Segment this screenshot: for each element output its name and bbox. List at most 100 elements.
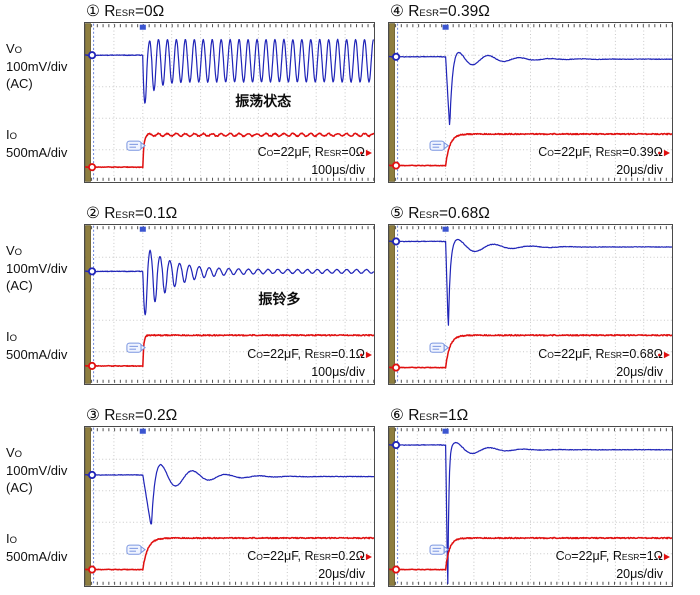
panel-title: ⑥ RESR=1Ω <box>388 406 673 426</box>
resr-value: =0.1Ω <box>134 205 178 222</box>
io-axis-label: IO 500mA/div <box>6 531 68 564</box>
io-axis-label: IO 500mA/div <box>6 127 68 160</box>
trigger-badge <box>126 342 142 353</box>
grid <box>85 427 374 586</box>
trigger-badge-tail <box>443 545 450 554</box>
ch1-level-marker-icon <box>88 51 97 60</box>
trigger-badge <box>429 140 445 151</box>
trace-vo <box>389 441 672 585</box>
trigger-marker-icon <box>139 428 146 434</box>
olive-bar <box>85 427 91 586</box>
axis-label-column: VO 100mV/div (AC) IO 500mA/div <box>0 204 84 385</box>
resr-value: =1Ω <box>438 407 469 424</box>
trace-io <box>389 132 672 167</box>
resr-value: =0.2Ω <box>134 407 178 424</box>
trigger-badge-tail <box>443 141 450 150</box>
axis-label-column: VO 100mV/div (AC) IO 500mA/div <box>0 406 84 587</box>
trace-io <box>389 333 672 369</box>
panel-title: ① RESR=0Ω <box>84 2 375 22</box>
panel-number: ④ <box>390 3 404 20</box>
trigger-marker-icon <box>139 24 146 30</box>
resr-label: R <box>104 205 116 222</box>
olive-bar <box>389 225 395 384</box>
trigger-badge-tail <box>140 545 146 554</box>
panel-title: ④ RESR=0.39Ω <box>388 2 673 22</box>
resr-subscript: ESR <box>419 210 439 221</box>
scope-panel: 振荡状态 CO=22μF, RESR=0Ω 100μs/div <box>84 22 375 183</box>
figure-row-2: VO 100mV/div (AC) IO 500mA/div ② RESR=0.… <box>0 204 700 385</box>
panel-title: ③ RESR=0.2Ω <box>84 406 375 426</box>
olive-bar <box>85 225 91 384</box>
resr-label: R <box>408 407 420 424</box>
condition-block: CO=22μF, RESR=1Ω 20μs/div <box>556 547 663 585</box>
timebase-text: 20μs/div <box>616 365 663 380</box>
right-level-marker-dot <box>360 353 363 357</box>
trigger-badge <box>429 342 445 353</box>
panel-slot: ④ RESR=0.39Ω CO=22μF, RESR=0.39Ω 20μs/di… <box>388 2 673 183</box>
ch2-level-marker-icon <box>88 565 97 574</box>
right-level-marker-icon <box>663 351 670 359</box>
ch1-level-marker-icon <box>392 52 401 61</box>
condition-text: CO=22μF, RESR=0.39Ω <box>538 144 663 159</box>
right-level-marker-icon <box>663 553 670 561</box>
ch2-level-marker-icon <box>392 161 401 170</box>
trigger-badge-tail <box>140 141 146 150</box>
timebase-text: 100μs/div <box>311 163 365 178</box>
condition-block: CO=22μF, RESR=0.2Ω 20μs/div <box>247 547 365 585</box>
scope-svg <box>389 427 672 586</box>
figure-row-3: VO 100mV/div (AC) IO 500mA/div ③ RESR=0.… <box>0 406 700 587</box>
condition-text: CO=22μF, RESR=1Ω <box>555 548 663 563</box>
trace-io <box>85 132 374 169</box>
trace-vo <box>389 51 672 126</box>
vo-axis-label: VO 100mV/div (AC) <box>6 41 68 91</box>
panel-slot: ⑤ RESR=0.68Ω CO=22μF, RESR=0.68Ω 20μs/di… <box>388 204 673 385</box>
grid <box>389 23 672 182</box>
condition-block: CO=22μF, RESR=0.39Ω 20μs/div <box>538 143 663 181</box>
ch2-level-marker-icon <box>88 361 97 370</box>
resr-subscript: ESR <box>115 210 135 221</box>
condition-text: CO=22μF, RESR=0Ω <box>257 144 365 159</box>
resr-label: R <box>408 3 420 20</box>
resr-value: =0.39Ω <box>438 3 490 20</box>
trigger-marker-icon <box>139 226 146 232</box>
condition-block: CO=22μF, RESR=0.1Ω 100μs/div <box>247 345 365 383</box>
scope-svg <box>389 225 672 384</box>
trace-vo <box>85 249 374 316</box>
right-level-marker-icon <box>365 149 372 157</box>
right-level-marker-dot <box>658 555 661 559</box>
trace-io <box>85 333 374 368</box>
panel-title: ⑤ RESR=0.68Ω <box>388 204 673 224</box>
right-level-marker-icon <box>365 351 372 359</box>
io-axis-label: IO 500mA/div <box>6 329 68 362</box>
timebase-text: 20μs/div <box>616 567 663 582</box>
panel-number: ⑤ <box>390 205 404 222</box>
right-level-marker-dot <box>658 353 661 357</box>
condition-block: CO=22μF, RESR=0Ω 100μs/div <box>258 143 365 181</box>
condition-text: CO=22μF, RESR=0.68Ω <box>538 346 663 361</box>
panel-number: ③ <box>86 407 100 424</box>
ch1-level-marker-icon <box>392 441 401 450</box>
trigger-badge <box>429 544 445 555</box>
resr-subscript: ESR <box>419 412 439 423</box>
right-level-marker-dot <box>360 555 363 559</box>
scope-svg <box>389 23 672 182</box>
grid <box>389 225 672 384</box>
vo-axis-label: VO 100mV/div (AC) <box>6 243 68 293</box>
timebase-text: 20μs/div <box>318 567 365 582</box>
annotation-text: 振荡状态 <box>235 93 292 110</box>
scope-panel: CO=22μF, RESR=0.39Ω 20μs/div <box>388 22 673 183</box>
resr-value: =0.68Ω <box>438 205 490 222</box>
panel-slot: ⑥ RESR=1Ω CO=22μF, RESR=1Ω 20μs/div <box>388 406 673 587</box>
ch1-level-marker-icon <box>88 267 97 276</box>
trace-vo <box>389 238 672 326</box>
resr-value: =0Ω <box>134 3 165 20</box>
panel-number: ① <box>86 3 100 20</box>
condition-text: CO=22μF, RESR=0.2Ω <box>247 548 365 563</box>
panel-slot: ① RESR=0Ω 振荡状态 CO=22μF, RESR=0Ω 100μs/di… <box>84 2 375 183</box>
resr-label: R <box>104 3 116 20</box>
ch2-level-marker-icon <box>392 363 401 372</box>
olive-bar <box>389 23 395 182</box>
panel-title: ② RESR=0.1Ω <box>84 204 375 224</box>
condition-text: CO=22μF, RESR=0.1Ω <box>247 346 365 361</box>
